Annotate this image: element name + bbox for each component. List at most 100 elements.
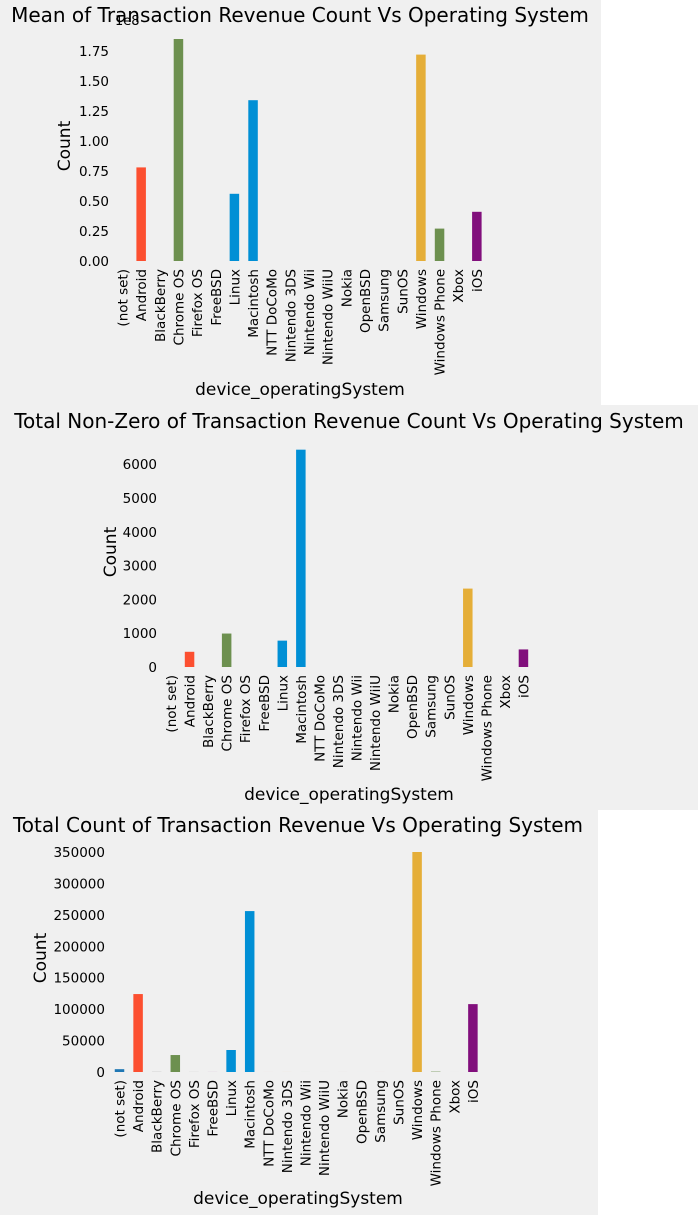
y-tick-label: 1.50 <box>79 74 109 90</box>
chart-title: Mean of Transaction Revenue Count Vs Ope… <box>11 3 589 27</box>
y-tick-label: 0 <box>96 1065 105 1081</box>
bar-ios <box>468 1004 478 1072</box>
x-tick-label: (not set) <box>116 269 132 327</box>
y-tick-label: 4000 <box>123 525 157 541</box>
x-tick-label: Nintendo Wii <box>299 1080 315 1166</box>
x-tick-label: Android <box>183 675 199 727</box>
x-tick-label: SunOS <box>395 269 411 314</box>
y-tick-label: 1.00 <box>79 134 109 150</box>
bar-chrome-os <box>171 1055 181 1072</box>
y-axis-label: Count <box>31 932 51 983</box>
x-tick-label: Linux <box>227 269 243 305</box>
bar-windows <box>412 852 422 1072</box>
bar-chrome-os <box>174 39 184 261</box>
x-tick-label: FreeBSD <box>206 1080 222 1137</box>
x-tick-label: OpenBSD <box>405 675 421 739</box>
x-tick-label: Nintendo WiiU <box>321 269 337 365</box>
y-tick-label: 5000 <box>123 491 157 507</box>
x-tick-label: Chrome OS <box>171 269 187 345</box>
y-tick-label: 350000 <box>53 845 105 861</box>
x-tick-label: Nintendo 3DS <box>331 675 347 768</box>
y-tick-label: 0.50 <box>79 194 109 210</box>
x-axis-label: device_operatingSystem <box>195 380 405 400</box>
y-tick-label: 1000 <box>123 626 157 642</box>
x-tick-label: Samsung <box>373 1080 389 1143</box>
bar-windows-phone <box>435 229 445 261</box>
x-tick-label: Nokia <box>339 269 355 307</box>
x-tick-label: BlackBerry <box>153 269 169 342</box>
x-tick-label: Nintendo WiiU <box>368 675 384 771</box>
x-tick-label: SunOS <box>442 675 458 720</box>
x-axis-label: device_operatingSystem <box>244 785 454 805</box>
y-tick-label: 0.25 <box>79 224 109 240</box>
chart-nonzero-revenue: Total Non-Zero of Transaction Revenue Co… <box>0 405 698 810</box>
y-tick-label: 250000 <box>53 908 105 924</box>
y-tick-label: 100000 <box>53 1002 105 1018</box>
x-tick-label: Nokia <box>387 675 403 713</box>
y-tick-label: 3000 <box>123 559 157 575</box>
y-tick-label: 200000 <box>53 939 105 955</box>
x-tick-label: (not set) <box>164 675 180 733</box>
bar-not-set <box>115 1069 125 1072</box>
x-tick-label: Xbox <box>447 1080 463 1114</box>
x-tick-label: Windows <box>461 675 477 735</box>
y-axis-label: Count <box>101 526 121 577</box>
x-tick-label: Windows <box>414 269 430 329</box>
axis-offset-label: 1e8 <box>115 14 140 29</box>
x-tick-label: Windows Phone <box>479 675 495 781</box>
bar-windows <box>416 55 426 261</box>
x-tick-label: Android <box>131 1080 147 1132</box>
y-tick-label: 150000 <box>53 971 105 987</box>
x-tick-label: BlackBerry <box>201 675 217 748</box>
x-tick-label: Macintosh <box>243 1080 259 1149</box>
bar-linux <box>230 194 240 261</box>
y-tick-label: 0 <box>148 660 157 676</box>
x-tick-label: Nintendo WiiU <box>317 1080 333 1176</box>
x-tick-label: Nokia <box>336 1080 352 1118</box>
x-tick-label: NTT DoCoMo <box>312 675 328 762</box>
y-axis-label: Count <box>55 120 75 171</box>
bar-macintosh <box>245 911 255 1072</box>
x-tick-label: Linux <box>275 675 291 711</box>
x-tick-label: Samsung <box>377 269 393 332</box>
bar-ios <box>472 212 482 261</box>
x-tick-label: Windows <box>410 1080 426 1140</box>
x-tick-label: iOS <box>470 269 486 292</box>
bar-macintosh <box>248 100 257 261</box>
x-tick-label: Nintendo Wii <box>350 675 366 761</box>
chart-title: Total Non-Zero of Transaction Revenue Co… <box>13 409 684 433</box>
x-tick-label: Windows Phone <box>433 269 449 375</box>
bar-android <box>136 167 146 261</box>
x-tick-label: Samsung <box>424 675 440 738</box>
chart-total-revenue: Total Count of Transaction Revenue Vs Op… <box>0 810 598 1215</box>
x-tick-label: Xbox <box>451 269 467 303</box>
x-tick-label: Windows Phone <box>429 1080 445 1186</box>
x-tick-label: OpenBSD <box>358 269 374 333</box>
bar-macintosh <box>296 450 306 667</box>
x-tick-label: Firefox OS <box>187 1080 203 1148</box>
chart-title: Total Count of Transaction Revenue Vs Op… <box>12 813 583 837</box>
bar-windows <box>463 589 473 667</box>
x-tick-label: (not set) <box>113 1080 129 1138</box>
x-tick-label: Nintendo 3DS <box>280 1080 296 1173</box>
x-tick-label: Chrome OS <box>168 1080 184 1156</box>
x-tick-label: Macintosh <box>246 269 262 338</box>
x-tick-label: SunOS <box>392 1080 408 1125</box>
x-axis-label: device_operatingSystem <box>193 1189 403 1209</box>
y-tick-label: 0.00 <box>79 254 109 270</box>
x-tick-label: Firefox OS <box>190 269 206 337</box>
x-tick-label: Android <box>134 269 150 321</box>
x-tick-label: FreeBSD <box>209 269 225 326</box>
chart-mean-revenue: Mean of Transaction Revenue Count Vs Ope… <box>0 0 601 405</box>
x-tick-label: FreeBSD <box>257 675 273 732</box>
x-tick-label: Xbox <box>498 675 514 709</box>
x-tick-label: Nintendo Wii <box>302 269 318 355</box>
x-tick-label: Chrome OS <box>220 675 236 751</box>
y-tick-label: 6000 <box>123 457 157 473</box>
bar-linux <box>278 641 288 667</box>
bar-linux <box>226 1050 236 1072</box>
x-tick-label: BlackBerry <box>150 1080 166 1153</box>
y-tick-label: 1.75 <box>79 44 109 60</box>
x-tick-label: Nintendo 3DS <box>283 269 299 362</box>
x-tick-label: NTT DoCoMo <box>261 1080 277 1167</box>
